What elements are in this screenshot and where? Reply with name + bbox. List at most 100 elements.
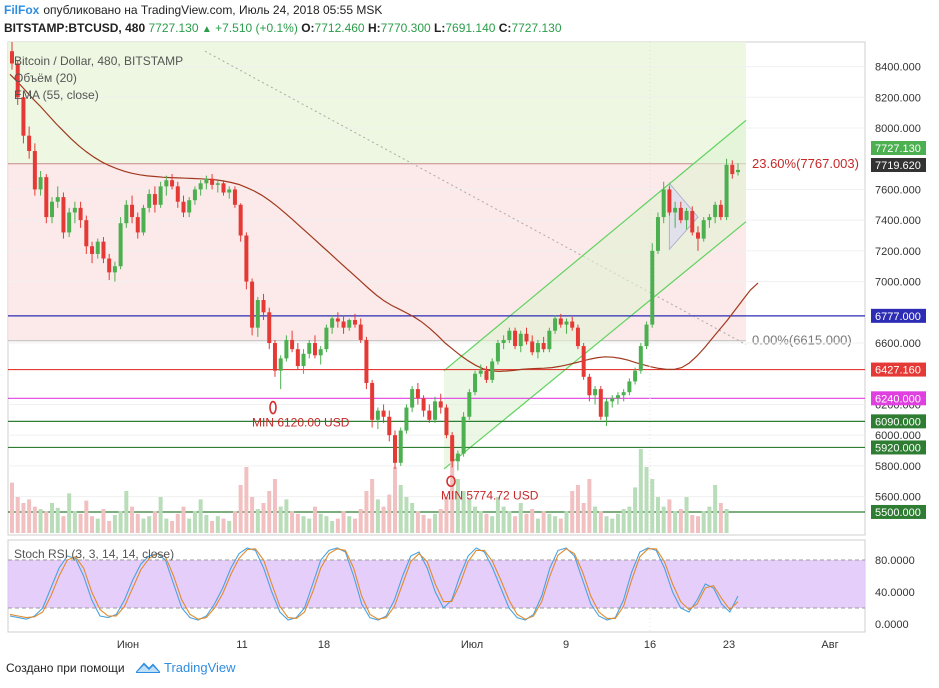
close-value: 7727.130 [511, 21, 562, 35]
volume-bar [312, 506, 317, 533]
volume-bar [295, 513, 300, 533]
candle-body [495, 343, 500, 362]
volume-bar [364, 491, 369, 533]
candle-body [278, 358, 283, 371]
price-tick: 5800.000 [875, 461, 921, 473]
candle-body [535, 343, 540, 353]
candle-body [541, 343, 546, 350]
volume-bar [598, 511, 603, 533]
candle-body [187, 200, 192, 213]
candle-body [501, 339, 506, 344]
fib-label-0: 0.00%(6615.000) [752, 333, 852, 348]
candle-body [381, 410, 386, 417]
candle-body [724, 164, 729, 218]
price-badge-label: 6777.000 [875, 311, 921, 323]
volume-bar [324, 516, 329, 533]
volume-bar [187, 518, 192, 533]
open-label: O: [301, 21, 315, 35]
candle-body [615, 395, 620, 399]
candle-body [473, 373, 478, 393]
price-tick: 7600.000 [875, 184, 921, 196]
candle-body [61, 197, 66, 233]
volume-bar [667, 499, 672, 533]
candle-body [90, 246, 95, 254]
stoch-tick: 80.0000 [875, 555, 915, 567]
candle-body [575, 327, 580, 347]
volume-bar [724, 509, 729, 533]
volume-bar [290, 511, 295, 533]
volume-bar [210, 521, 215, 533]
volume-bar [661, 506, 666, 533]
candle-body [553, 318, 558, 331]
candle-body [655, 217, 660, 251]
high-value: 7770.300 [380, 21, 431, 35]
price-badge-label: 5920.000 [875, 442, 921, 454]
footer-text: Создано при помощи [6, 661, 125, 675]
candle-body [513, 330, 518, 347]
candle-body [450, 435, 455, 462]
volume-bar [718, 503, 723, 533]
candle-body [141, 207, 146, 233]
tradingview-link[interactable]: TradingView [163, 660, 236, 675]
candle-body [175, 186, 180, 202]
volume-bar [690, 515, 695, 533]
candle-body [255, 300, 260, 328]
candle-body [124, 204, 129, 224]
date-tick: 18 [318, 639, 330, 651]
candle-body [444, 407, 449, 436]
candle-body [50, 201, 55, 218]
candle-body [312, 343, 317, 356]
date-tick: 23 [723, 639, 735, 651]
candle-body [118, 223, 123, 267]
volume-bar [393, 467, 398, 533]
volume-bar [118, 511, 123, 533]
volume-bar [621, 509, 626, 533]
volume-bar [541, 511, 546, 533]
symbol-label: BITSTAMP:BTCUSD, 480 [4, 21, 146, 35]
volume-bar [95, 518, 100, 533]
candle-body [295, 349, 300, 367]
trend-up-icon: ▲ [201, 24, 212, 35]
candle-body [587, 376, 592, 396]
candle-body [152, 194, 157, 205]
candle-body [261, 300, 266, 313]
candle-body [38, 177, 43, 190]
candle-body [130, 204, 135, 218]
volume-bar [421, 515, 426, 533]
volume-bar [330, 521, 335, 533]
volume-bar [15, 497, 20, 533]
volume-bar [164, 518, 169, 533]
volume-bar [558, 518, 563, 533]
candle-body [604, 401, 609, 417]
candle-body [524, 333, 529, 342]
close-label: C: [498, 21, 512, 35]
volume-bar [398, 485, 403, 533]
volume-bar [38, 509, 43, 533]
volume-bar [301, 516, 306, 533]
volume-bar [438, 509, 443, 533]
author-name[interactable]: FilFox [4, 3, 40, 17]
open-value: 7712.460 [314, 21, 365, 35]
candle-body [490, 361, 495, 380]
candle-body [684, 210, 689, 221]
low-label: L: [434, 21, 446, 35]
candle-body [364, 339, 369, 383]
candle-body [21, 97, 26, 136]
candle-body [610, 398, 615, 402]
candle-body [467, 392, 472, 417]
volume-bar [524, 513, 529, 533]
volume-bar [478, 511, 483, 533]
candle-body [215, 183, 220, 185]
volume-bar [581, 503, 586, 533]
fib-zone-upper [8, 42, 746, 164]
volume-bar [67, 493, 72, 533]
candle-body [718, 204, 723, 218]
candle-body [95, 241, 100, 254]
volume-bar [124, 491, 129, 533]
volume-bar [427, 518, 432, 533]
price-badge [871, 391, 926, 406]
candle-body [695, 232, 700, 239]
candle-body [78, 207, 83, 221]
volume-bar [318, 513, 323, 533]
